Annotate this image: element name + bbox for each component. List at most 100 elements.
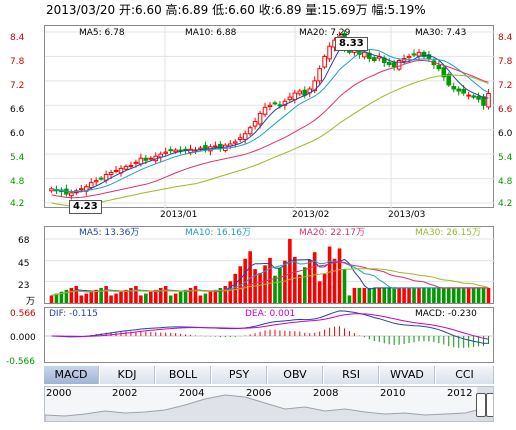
candle-body <box>317 68 322 82</box>
candle-body <box>242 133 248 140</box>
candle-body <box>421 51 427 57</box>
volume-bar <box>144 293 148 303</box>
low-callout: 4.23 <box>69 200 102 214</box>
candle-body <box>446 73 452 86</box>
tab-rsi[interactable]: RSI <box>324 366 379 384</box>
tab-kdj[interactable]: KDJ <box>100 366 155 384</box>
volume-bar <box>183 289 188 303</box>
volume-bar <box>248 251 252 303</box>
volume-bar <box>283 260 287 303</box>
ma20-line <box>51 60 489 199</box>
candle-body <box>133 161 139 164</box>
tab-psy[interactable]: PSY <box>212 366 267 384</box>
macd-panel[interactable]: DIF: -0.115 DEA: 0.001 MACD: -0.230 <box>44 307 495 363</box>
volume-bar <box>471 287 476 303</box>
volume-bar <box>417 287 421 303</box>
candle-body <box>451 86 457 90</box>
volume-bar <box>461 287 466 303</box>
candle-body <box>456 88 462 92</box>
range-handle-right[interactable] <box>486 393 493 417</box>
volume-bar <box>342 269 347 303</box>
candle-body <box>163 151 169 154</box>
volume-bar <box>149 291 153 303</box>
volume-bar <box>213 289 218 303</box>
vol-unit: 万 <box>26 297 36 307</box>
candle-body <box>237 137 243 140</box>
candle-body <box>287 96 293 101</box>
candle-body <box>371 57 377 61</box>
candle-body <box>272 102 278 105</box>
volume-bar <box>278 268 282 303</box>
volume-bar <box>258 272 262 303</box>
volume-bar <box>104 286 108 303</box>
y-tick-right: 6.6 <box>498 105 513 115</box>
volume-bar <box>367 287 372 303</box>
legend-ma10: MA10: 6.88 <box>185 28 237 38</box>
range-handle-left[interactable] <box>476 393 486 417</box>
volume-bar <box>297 274 302 303</box>
volume-bar <box>446 287 451 303</box>
volume-bar <box>208 291 213 303</box>
candle-body <box>396 60 402 70</box>
tab-obv[interactable]: OBV <box>268 366 323 384</box>
macd-chart <box>45 310 495 348</box>
volume-bar <box>129 287 133 303</box>
candle-body <box>83 186 89 192</box>
volume-bar <box>456 287 461 303</box>
volume-bar <box>352 287 357 303</box>
volume-bar <box>99 287 103 303</box>
candle-body <box>277 104 283 107</box>
vol-legend-ma20: MA20: 22.17万 <box>299 228 366 238</box>
volume-bar <box>54 293 59 303</box>
macd-y-tick: 0.566 <box>10 309 36 319</box>
candle-body <box>292 92 298 101</box>
volume-bar <box>407 287 411 303</box>
volume-bar <box>476 287 481 303</box>
vol-y-tick: 23 <box>18 281 30 291</box>
candle-body <box>252 121 258 127</box>
volume-bar <box>198 295 203 303</box>
volume-chart <box>45 238 495 303</box>
volume-bar <box>79 295 84 303</box>
volume-panel[interactable]: MA5: 13.36万 MA10: 16.16万 MA20: 22.17万 MA… <box>44 226 495 304</box>
volume-bar <box>203 293 208 303</box>
y-tick-right: 8.4 <box>498 33 513 43</box>
candle-body <box>267 104 273 108</box>
y-tick-left: 6.6 <box>10 105 25 115</box>
volume-bar <box>243 258 247 303</box>
candle-body <box>486 92 491 108</box>
y-tick-right: 7.2 <box>498 81 513 91</box>
nav-year: 2010 <box>380 388 406 399</box>
vol-y-tick: 45 <box>18 259 30 269</box>
tab-macd[interactable]: MACD <box>44 366 99 384</box>
vol-ma30-line <box>51 268 489 296</box>
candle-body <box>247 127 253 135</box>
nav-year: 2000 <box>46 388 72 399</box>
candle-body <box>98 177 104 180</box>
volume-bar <box>312 252 317 303</box>
tab-wvad[interactable]: WVAD <box>380 366 435 384</box>
timeline-navigator[interactable]: 2000 2002 2004 2006 2008 2010 2012 <box>44 386 494 422</box>
y-tick-right: 6.0 <box>498 129 513 139</box>
y-tick-left: 6.0 <box>10 129 25 139</box>
volume-bar <box>228 281 233 303</box>
volume-bar <box>362 287 367 303</box>
y-tick-right: 5.4 <box>498 153 513 163</box>
quote-header: 2013/03/20 开:6.60 高:6.89 低:6.60 收:6.89 量… <box>46 3 426 17</box>
candle-body <box>143 157 149 161</box>
tab-boll[interactable]: BOLL <box>156 366 211 384</box>
y-tick-left: 7.8 <box>10 57 25 67</box>
y-tick-right: 4.8 <box>498 177 513 187</box>
volume-bar <box>69 287 74 303</box>
volume-bar <box>94 289 98 303</box>
nav-year: 2006 <box>246 388 272 399</box>
volume-bar <box>178 291 183 303</box>
tab-cci[interactable]: CCI <box>436 366 494 384</box>
price-panel[interactable]: MA5: 6.78 MA10: 6.88 MA20: 7.29 MA30: 7.… <box>44 25 495 214</box>
candle-body <box>406 55 412 59</box>
macd-y-tick: -0.566 <box>6 357 36 367</box>
volume-bar <box>74 286 79 303</box>
candle-body <box>362 51 367 58</box>
volume-bar <box>124 289 128 303</box>
candle-body <box>262 106 268 115</box>
